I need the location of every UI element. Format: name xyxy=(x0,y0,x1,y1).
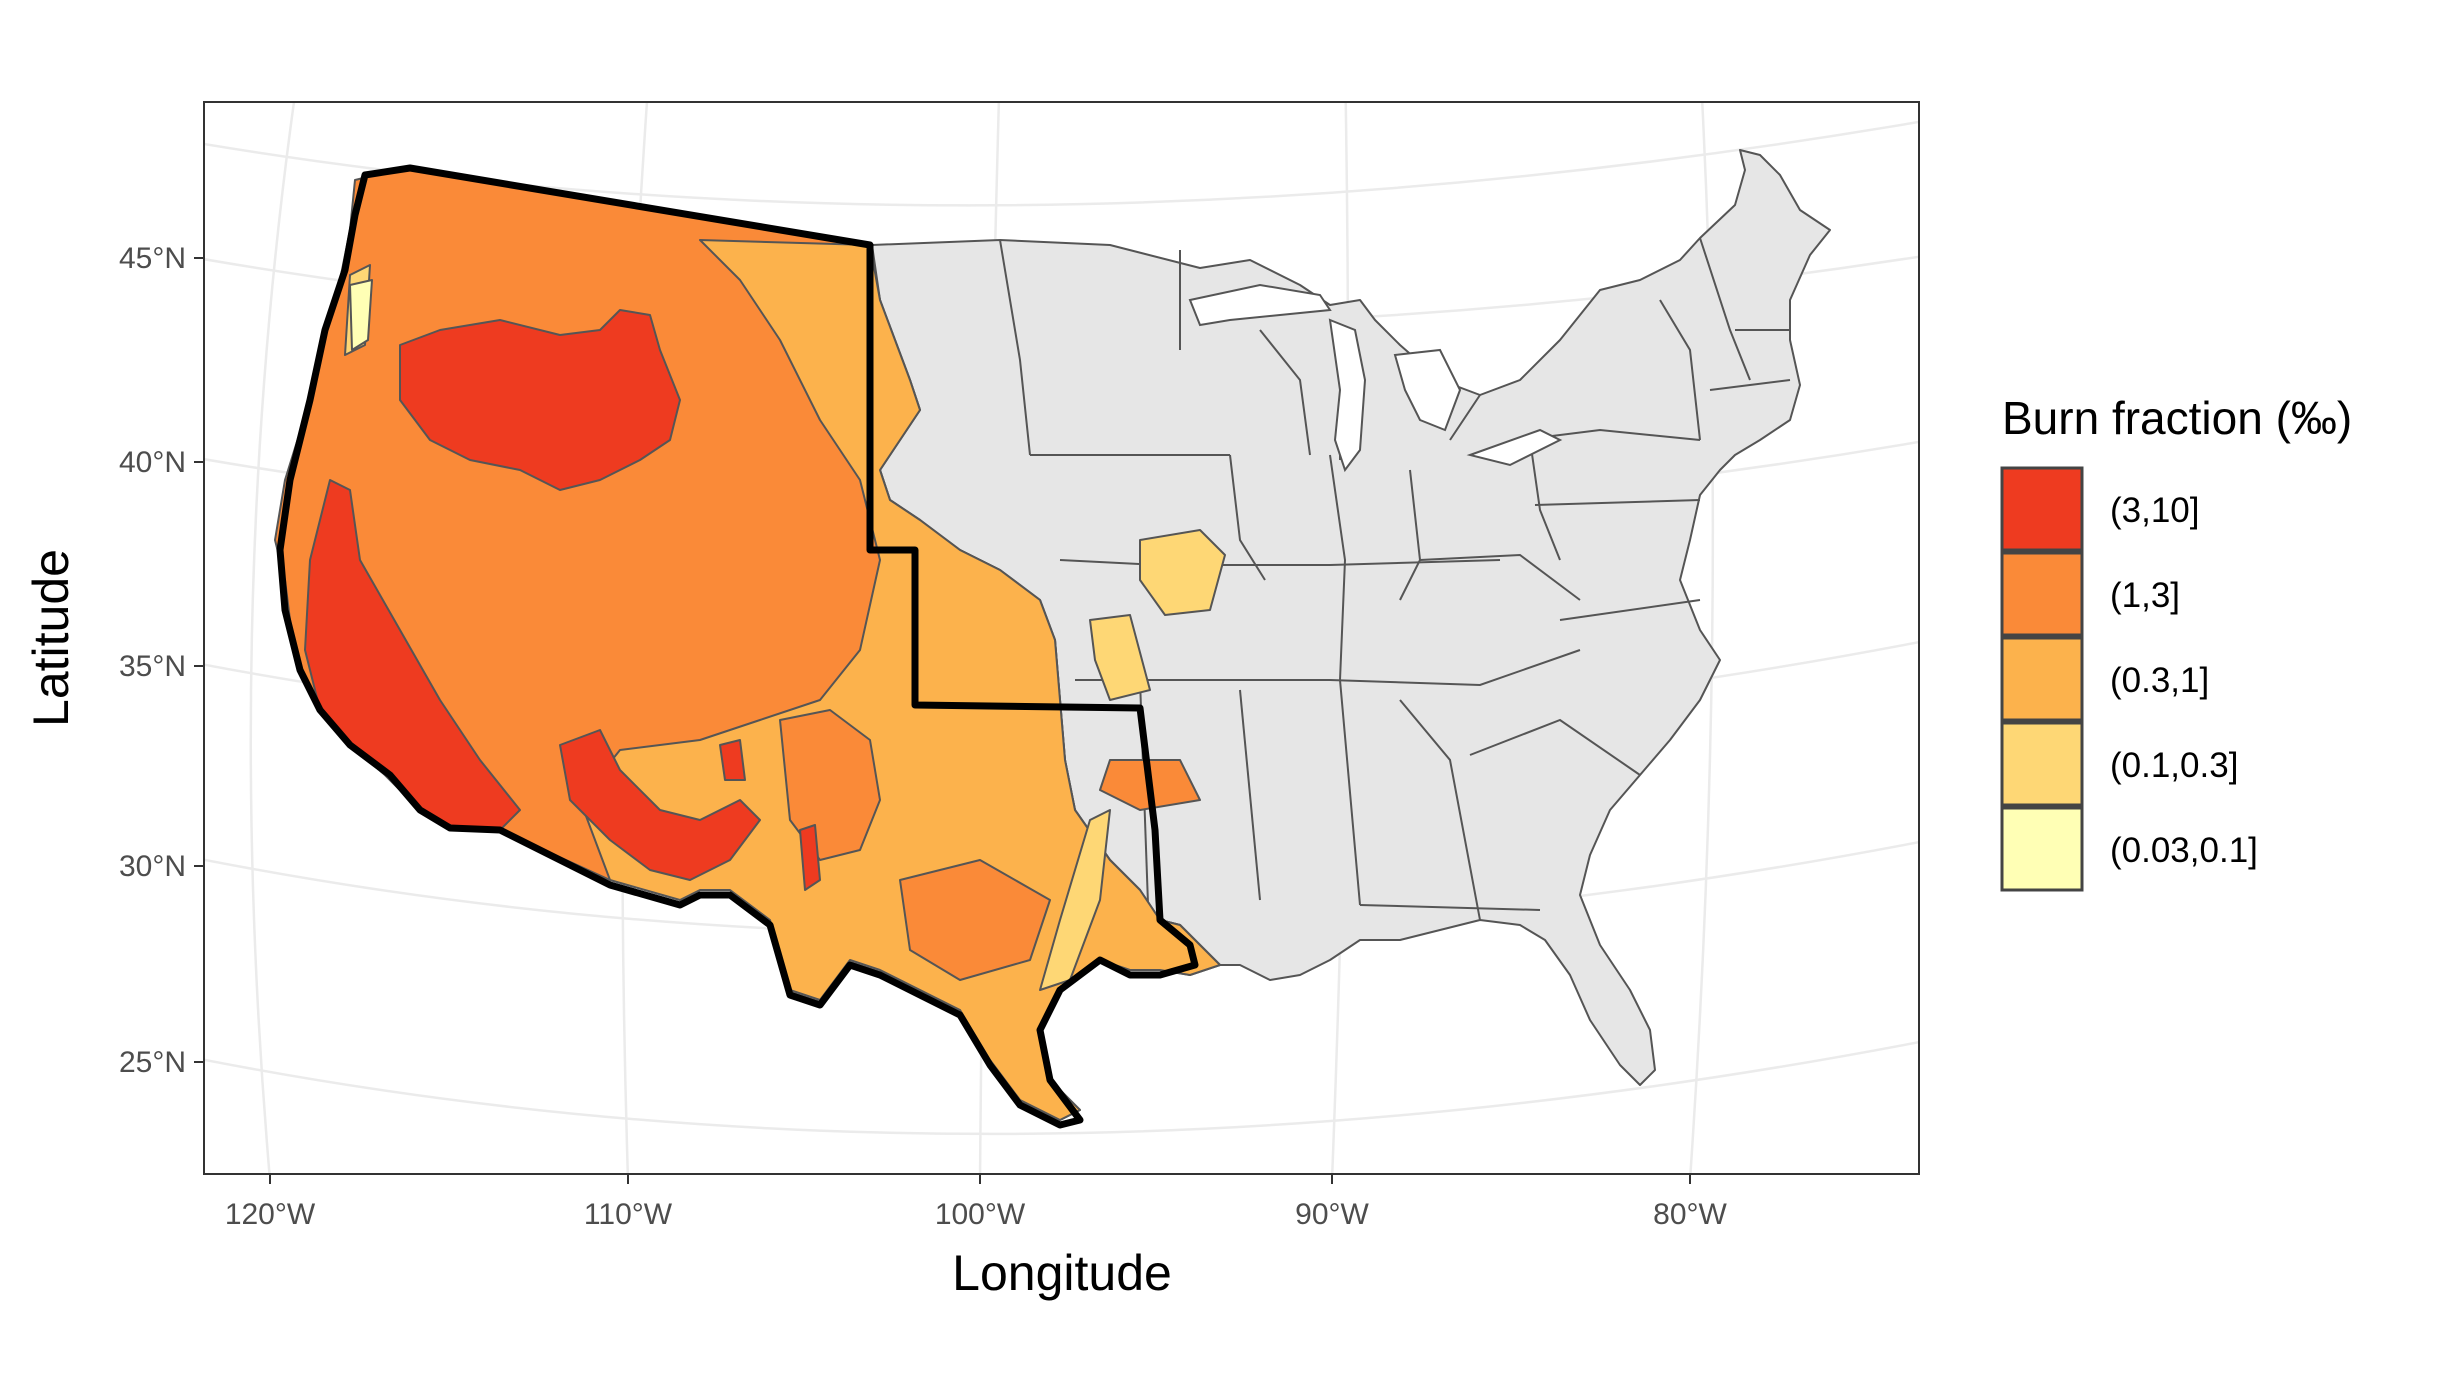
x-tick-label: 120°W xyxy=(225,1198,316,1231)
x-tick-label: 80°W xyxy=(1653,1198,1727,1231)
lake-huron-erie xyxy=(1393,348,1563,467)
x-tick-label: 110°W xyxy=(584,1198,673,1231)
axis-ticks xyxy=(194,257,1691,1184)
y-tick-label: 40°N xyxy=(119,446,186,479)
legend-label: (3,10] xyxy=(2110,491,2200,530)
legend-title: Burn fraction (‰) xyxy=(2002,392,2352,444)
y-tick-label: 25°N xyxy=(119,1046,186,1079)
y-tick-label: 45°N xyxy=(119,242,186,275)
y-axis-title: Latitude xyxy=(23,549,79,727)
legend: Burn fraction (‰) (3,10] (1,3] (0.3,1] (… xyxy=(2000,392,2352,892)
x-tick-label: 90°W xyxy=(1295,1198,1369,1231)
legend-label: (1,3] xyxy=(2110,576,2180,615)
x-tick-label: 100°W xyxy=(935,1198,1026,1231)
western-regions xyxy=(274,167,1226,1121)
legend-label: (0.3,1] xyxy=(2110,661,2209,700)
region-light-yellow-east xyxy=(344,264,1226,991)
legend-label: (0.03,0.1] xyxy=(2110,831,2258,870)
legend-swatch-0.03-0.1 xyxy=(2000,806,2084,892)
legend-swatch-0.3-1 xyxy=(2000,636,2084,722)
region-south-plains-orange xyxy=(779,709,1201,981)
region-great-basin-north-red xyxy=(399,309,681,491)
legend-swatch-3-10 xyxy=(2000,466,2084,552)
lake-superior xyxy=(1188,283,1332,327)
y-tick-label: 30°N xyxy=(119,850,186,883)
y-tick-label: 35°N xyxy=(119,650,186,683)
legend-swatch-0.1-0.3 xyxy=(2000,721,2084,807)
region-pale-yellow-coast xyxy=(349,279,373,351)
legend-swatch-1-3 xyxy=(2000,551,2084,637)
western-region-outline xyxy=(276,164,1199,1129)
x-axis-title: Longitude xyxy=(952,1245,1172,1301)
panel-border xyxy=(203,101,1920,1175)
legend-label: (0.1,0.3] xyxy=(2110,746,2238,785)
region-mogollon-red xyxy=(559,729,821,891)
lake-michigan xyxy=(1328,318,1367,473)
